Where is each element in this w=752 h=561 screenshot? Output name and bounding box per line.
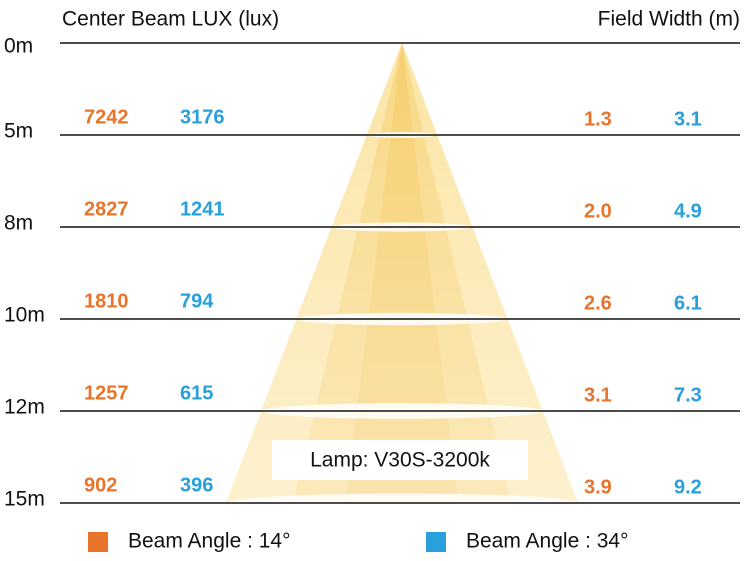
lamp-label: Lamp: V30S-3200k	[310, 449, 490, 472]
width-14: 3.1	[584, 384, 612, 406]
cone-fade	[226, 43, 578, 503]
lux-14: 2827	[84, 198, 129, 220]
lux-34: 615	[180, 382, 213, 404]
width-14: 2.6	[584, 292, 612, 314]
width-34: 4.9	[674, 200, 702, 222]
width-14: 2.0	[584, 200, 612, 222]
width-title: Field Width (m)	[598, 8, 740, 31]
width-34: 3.1	[674, 108, 702, 130]
legend-swatch	[88, 532, 108, 552]
distance-label: 5m	[4, 120, 33, 143]
lux-title: Center Beam LUX (lux)	[62, 8, 279, 31]
distance-label: 0m	[4, 35, 33, 58]
lux-34: 3176	[180, 106, 225, 128]
lamp-box	[272, 440, 528, 480]
distance-label: 15m	[4, 488, 45, 511]
lux-14: 902	[84, 474, 117, 496]
legend-swatch	[426, 532, 446, 552]
width-34: 7.3	[674, 384, 702, 406]
lux-14: 1810	[84, 290, 129, 312]
width-14: 1.3	[584, 108, 612, 130]
lux-14: 1257	[84, 382, 129, 404]
light-cone	[226, 43, 578, 513]
distance-label: 10m	[4, 304, 45, 327]
lux-34: 1241	[180, 198, 225, 220]
distance-label: 8m	[4, 212, 33, 235]
width-34: 6.1	[674, 292, 702, 314]
legend-label: Beam Angle : 34°	[466, 530, 629, 553]
legend-label: Beam Angle : 14°	[128, 530, 291, 553]
width-14: 3.9	[584, 476, 612, 498]
lux-34: 794	[180, 290, 214, 312]
width-34: 9.2	[674, 476, 702, 498]
lux-34: 396	[180, 474, 213, 496]
lux-14: 7242	[84, 106, 129, 128]
distance-label: 12m	[4, 396, 45, 419]
